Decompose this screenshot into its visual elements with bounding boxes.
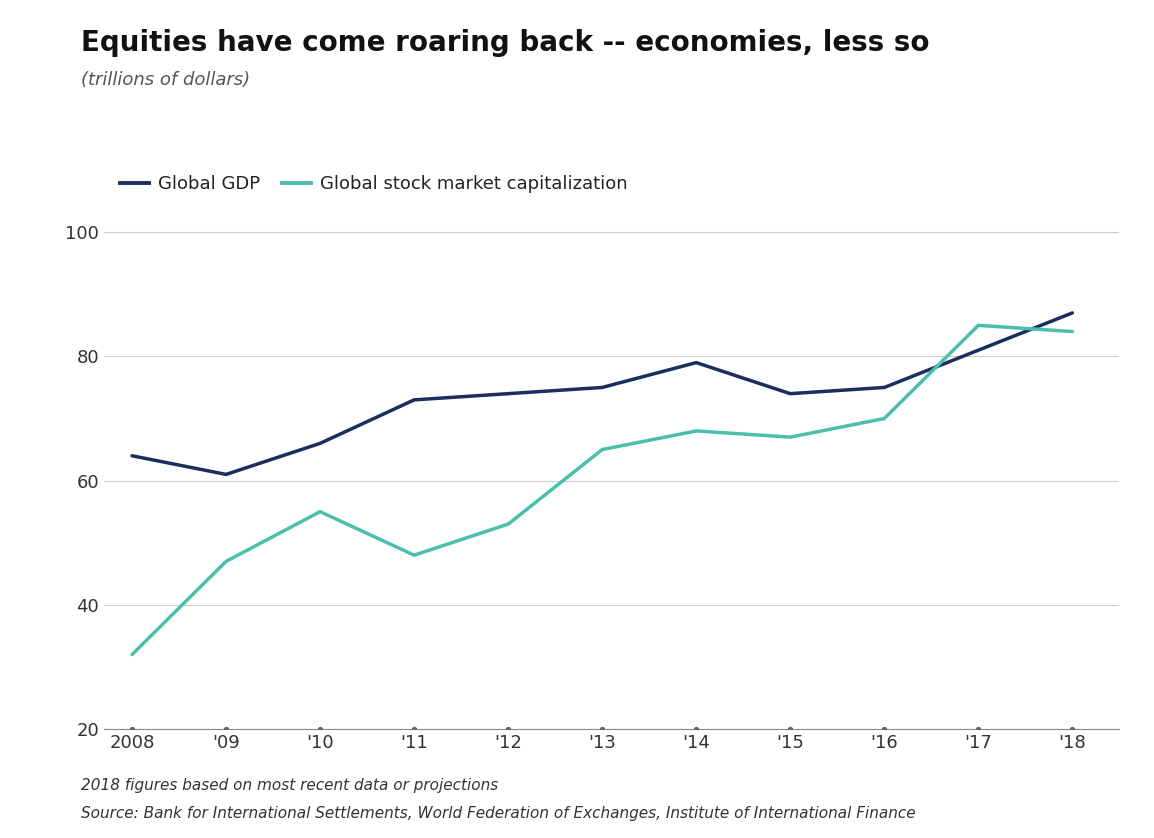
Text: 2018 figures based on most recent data or projections: 2018 figures based on most recent data o… xyxy=(81,778,499,793)
Text: (trillions of dollars): (trillions of dollars) xyxy=(81,71,250,89)
Legend: Global GDP, Global stock market capitalization: Global GDP, Global stock market capitali… xyxy=(113,168,635,200)
Text: Source: Bank for International Settlements, World Federation of Exchanges, Insti: Source: Bank for International Settlemen… xyxy=(81,806,915,821)
Text: Equities have come roaring back -- economies, less so: Equities have come roaring back -- econo… xyxy=(81,29,929,57)
